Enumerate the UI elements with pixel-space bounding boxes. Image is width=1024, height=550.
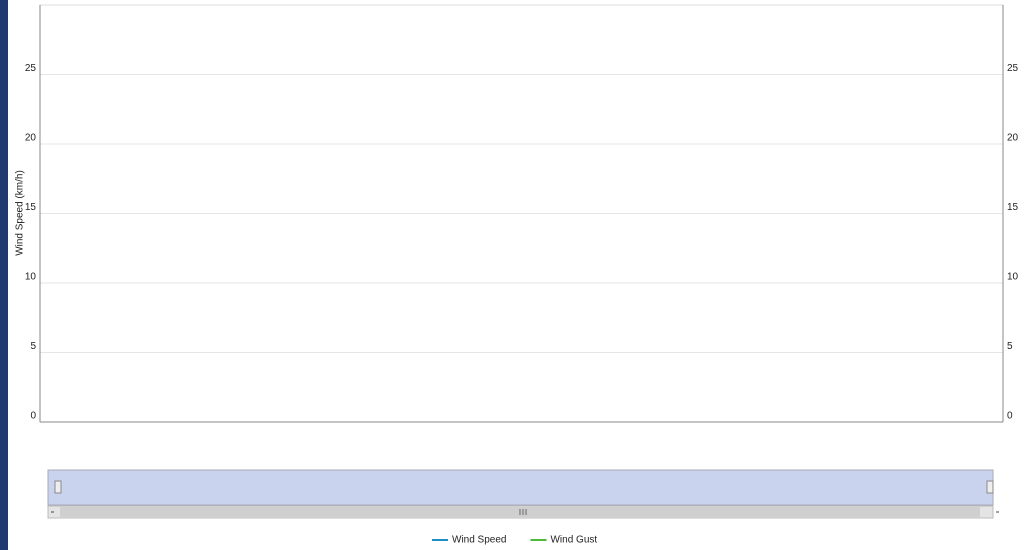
y-tick-label: 20 <box>25 133 37 144</box>
y-axis-title: Wind Speed (km/h) <box>15 170 26 256</box>
y2-tick-label: 15 <box>1007 202 1019 213</box>
navigator-handle[interactable] <box>986 480 994 494</box>
navigator-handle[interactable] <box>54 480 62 494</box>
y-tick-label: 10 <box>25 272 37 283</box>
y2-tick-label: 0 <box>1007 411 1013 422</box>
navigator[interactable] <box>47 469 994 506</box>
y2-tick-label: 25 <box>1007 63 1019 74</box>
legend-label[interactable]: Wind Gust <box>550 535 597 546</box>
scrollbar-grip <box>519 509 527 515</box>
y-tick-label: 25 <box>25 63 37 74</box>
y-tick-label: 5 <box>30 341 36 352</box>
legend-label[interactable]: Wind Speed <box>452 535 506 546</box>
y2-tick-label: 20 <box>1007 133 1019 144</box>
window-edge <box>0 0 8 550</box>
y2-tick-label: 5 <box>1007 341 1013 352</box>
y2-tick-label: 10 <box>1007 272 1019 283</box>
y-tick-label: 0 <box>30 411 36 422</box>
y-tick-label: 15 <box>25 202 37 213</box>
